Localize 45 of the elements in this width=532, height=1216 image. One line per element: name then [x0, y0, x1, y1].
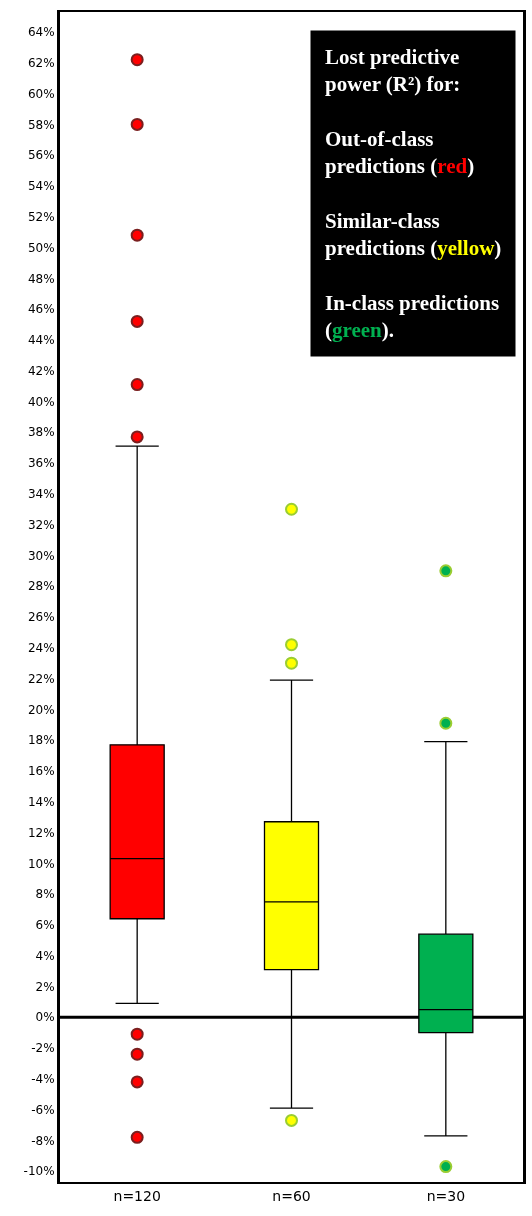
annotation: Similar-class predictions (yellow) [325, 208, 502, 261]
y-tick-label: 14% [27, 794, 55, 809]
y-tick-label: 0% [35, 1010, 55, 1025]
y-tick-label: 30% [27, 548, 55, 563]
y-tick-label: 26% [27, 610, 55, 625]
y-tick-label: 34% [27, 487, 55, 502]
y-tick-label: 24% [27, 641, 55, 655]
y-tick-label: 38% [27, 425, 55, 440]
y-tick-label: 10% [27, 856, 55, 871]
y-tick-label: 40% [27, 394, 55, 409]
y-tick-label: 44% [27, 333, 55, 348]
y-tick-label: 56% [27, 148, 55, 163]
y-tick-label: 20% [27, 702, 55, 717]
y-tick-label: -6% [31, 1102, 55, 1117]
y-tick-label: 2% [35, 979, 55, 994]
y-tick-label: -8% [31, 1133, 55, 1148]
y-tick-label: 16% [27, 764, 55, 779]
y-tick-label: 50% [27, 240, 55, 255]
y-tick-label: 42% [27, 363, 55, 378]
y-tick-label: 22% [27, 671, 55, 686]
annotation: In-class predictions (green). [325, 290, 500, 342]
y-tick-label: -4% [31, 1072, 55, 1087]
y-tick-label: 4% [35, 948, 55, 963]
y-tick-label: 32% [27, 517, 55, 532]
y-tick-label: 46% [27, 302, 55, 317]
y-tick-label: 58% [27, 117, 55, 132]
y-tick-label: 60% [27, 86, 55, 101]
x-tick-label: n=30 [426, 1187, 466, 1204]
y-tick-label: 28% [27, 579, 55, 594]
y-tick-label: 18% [27, 733, 55, 748]
y-tick-label: -10% [23, 1164, 55, 1179]
y-tick-label: 62% [27, 56, 55, 70]
y-tick-label: 8% [35, 887, 55, 902]
y-tick-label: 52% [27, 209, 55, 224]
x-tick-label: n=120 [113, 1187, 161, 1204]
y-tick-label: -2% [31, 1041, 55, 1056]
y-tick-label: 64% [27, 25, 55, 40]
y-tick-label: 54% [27, 179, 55, 194]
y-tick-label: 36% [27, 456, 55, 471]
y-tick-label: 12% [27, 825, 55, 840]
y-tick-label: 6% [35, 918, 55, 933]
annotation: Lost predictive power (R²) for: [325, 45, 461, 97]
annotation: Out-of-class predictions (red) [325, 126, 475, 179]
x-tick-label: n=60 [272, 1187, 311, 1204]
y-tick-label: 48% [27, 271, 55, 286]
